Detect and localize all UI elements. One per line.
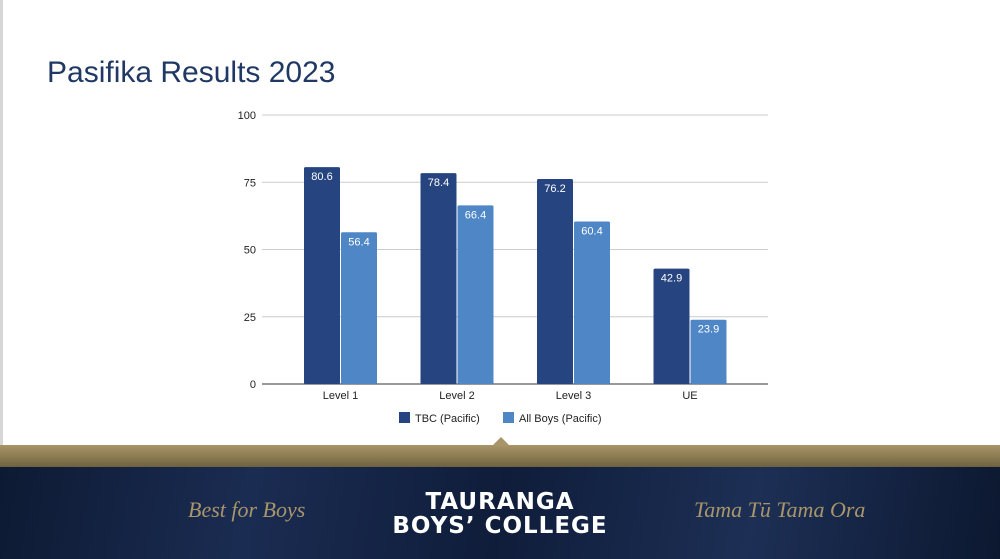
- legend-swatch: [399, 412, 410, 423]
- bar-data-label: 56.4: [348, 236, 369, 248]
- x-category-label: Level 1: [323, 390, 358, 402]
- legend-label: All Boys (Pacific): [519, 413, 602, 425]
- bar-tbc-ue: [653, 268, 690, 384]
- slide-border: [0, 0, 3, 445]
- bar-data-label: 23.9: [698, 324, 719, 336]
- slide-title: Pasifika Results 2023: [47, 56, 336, 89]
- gold-band: [0, 445, 1000, 467]
- navy-band: [0, 467, 1000, 559]
- footer-banner: Best for Boys TAURANGA BOYS’ COLLEGE Tam…: [0, 437, 1000, 559]
- motto-left: Best for Boys: [188, 497, 306, 522]
- bar-data-label: 76.2: [544, 183, 565, 195]
- y-tick-label: 25: [244, 312, 256, 324]
- bar-chart: 0 25 50 75 100 80.6 56.4 78.4 66.4 76.2 60.4 42.9 2…: [238, 110, 768, 425]
- legend-swatch: [503, 412, 514, 423]
- y-tick-label: 100: [238, 110, 256, 122]
- y-tick-label: 75: [244, 177, 256, 189]
- y-tick-label: 0: [250, 379, 256, 391]
- bar-all-boys-level-2: [457, 205, 494, 384]
- bar-tbc-level-1: [304, 167, 340, 384]
- bar-data-label: 78.4: [428, 177, 449, 189]
- chart-bars: 80.6 56.4 78.4 66.4 76.2 60.4 42.9 23.9: [304, 167, 727, 384]
- bar-tbc-level-2: [420, 173, 457, 384]
- x-category-label: Level 2: [439, 390, 474, 402]
- x-axis-categories: Level 1 Level 2 Level 3 UE: [323, 390, 698, 402]
- bar-tbc-level-3: [537, 179, 573, 384]
- bar-data-label: 42.9: [661, 273, 682, 285]
- bar-data-label: 80.6: [311, 171, 332, 183]
- bar-data-label: 60.4: [581, 226, 602, 238]
- bar-all-boys-level-3: [574, 221, 610, 384]
- x-category-label: Level 3: [556, 390, 591, 402]
- y-axis-ticks: 0 25 50 75 100: [238, 110, 256, 391]
- legend-label: TBC (Pacific): [415, 413, 480, 425]
- motto-right: Tama Tū Tama Ora: [694, 497, 866, 522]
- school-logo-line1: TAURANGA: [425, 489, 575, 515]
- bar-all-boys-level-1: [341, 232, 377, 384]
- x-category-label: UE: [682, 390, 697, 402]
- y-tick-label: 50: [244, 245, 256, 257]
- banner-notch: [492, 437, 510, 446]
- school-logo-line2: BOYS’ COLLEGE: [392, 513, 608, 539]
- bar-all-boys-ue: [690, 319, 727, 384]
- bar-data-label: 66.4: [465, 209, 486, 221]
- chart-legend: TBC (Pacific) All Boys (Pacific): [399, 412, 602, 425]
